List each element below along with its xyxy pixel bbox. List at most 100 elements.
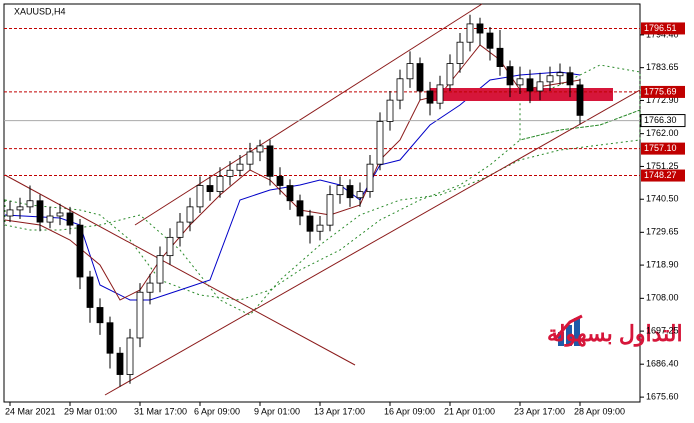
candle-body (26, 200, 34, 208)
y-tick-label: 1729.65 (646, 227, 679, 237)
candle-body (286, 185, 294, 202)
candle-body (86, 276, 94, 308)
level-label: 1796.51 (644, 23, 677, 33)
x-tick-label: 16 Apr 09:00 (384, 406, 435, 416)
candle-body (406, 63, 414, 80)
candle-body (556, 72, 564, 77)
logo-text: التداول بسهولة (547, 321, 683, 347)
level-label: 1748.27 (644, 170, 677, 180)
y-tick-label: 1697.25 (646, 325, 679, 335)
candle-body (36, 200, 44, 223)
y-tick-label: 1783.65 (646, 62, 679, 72)
candle-body (526, 78, 534, 92)
logo (552, 314, 583, 346)
channel-line (104, 89, 641, 396)
candle-body (16, 206, 24, 211)
candle-body (196, 185, 204, 208)
y-tick-label: 1751.25 (646, 161, 679, 171)
y-tick-label: 1708.00 (646, 293, 679, 303)
candle-body (306, 215, 314, 232)
level-label: 1757.10 (644, 143, 677, 153)
candle-body (446, 63, 454, 86)
candle-body (336, 185, 344, 196)
candle-body (176, 221, 184, 238)
candle-body (56, 212, 64, 217)
candle-body (216, 175, 224, 193)
candle-body (66, 212, 74, 226)
candle-body (76, 224, 84, 278)
y-tick-label: 1762.00 (646, 128, 679, 138)
candle-body (46, 215, 54, 223)
x-tick-label: 13 Apr 17:00 (314, 406, 365, 416)
candle-body (266, 145, 274, 177)
candle-body (576, 84, 584, 116)
candle-body (156, 255, 164, 284)
y-tick-label: 1686.40 (646, 359, 679, 369)
y-tick-label: 1718.90 (646, 259, 679, 269)
logo-arrow (552, 314, 583, 341)
ichimoku-cloud (4, 109, 641, 316)
candle-body (146, 282, 154, 293)
tenkan-line (4, 44, 581, 301)
y-tick-label: 1740.50 (646, 194, 679, 204)
candle-body (296, 200, 304, 217)
candle-body (186, 206, 194, 223)
logo-bar (558, 332, 564, 346)
x-tick-label: 28 Apr 09:00 (574, 406, 625, 416)
candle-body (546, 75, 554, 83)
logo-bar (574, 318, 580, 346)
candle-body (536, 81, 544, 92)
candle-body (226, 169, 234, 177)
logo-bar (566, 325, 572, 346)
x-tick-label: 9 Apr 01:00 (254, 406, 300, 416)
candle-body (6, 209, 14, 217)
trend-line (4, 174, 356, 366)
candle-body (476, 23, 484, 34)
level-label: 1775.69 (644, 86, 677, 96)
candle-body (416, 63, 424, 92)
last-price-box (640, 114, 686, 128)
candle-body (356, 191, 364, 199)
candle-body (516, 78, 524, 86)
level-label-box (641, 169, 685, 182)
candle-body (256, 145, 264, 153)
candle-body (426, 90, 434, 104)
y-tick-label: 1675.60 (646, 391, 679, 401)
ichimoku-cloud (519, 64, 641, 141)
x-tick-label: 23 Apr 17:00 (514, 406, 565, 416)
candle-body (346, 185, 354, 199)
candle-body (376, 121, 384, 165)
candle-body (246, 151, 254, 165)
candle-body (466, 23, 474, 43)
candle-body (116, 352, 124, 375)
x-tick-label: 6 Apr 09:00 (194, 406, 240, 416)
symbol-label: XAUUSD,H4 (14, 6, 66, 16)
x-tick-label: 24 Mar 2021 (5, 406, 56, 416)
candle-body (316, 224, 324, 232)
channel-line (134, 3, 483, 226)
candle-body (276, 175, 284, 186)
candle-body (506, 66, 514, 86)
candle-body (326, 194, 334, 226)
resistance-zone (430, 88, 613, 101)
candle-body (456, 41, 464, 64)
level-label-box (641, 22, 685, 35)
candle-body (386, 99, 394, 122)
last-price-label: 1766.30 (644, 115, 677, 125)
candle-body (126, 337, 134, 375)
candle-body (496, 47, 504, 67)
level-label-box (641, 85, 685, 98)
candle-body (166, 236, 174, 257)
candle-body (366, 163, 374, 193)
candle-body (436, 84, 444, 104)
x-tick-label: 31 Mar 17:00 (134, 406, 187, 416)
x-tick-label: 21 Apr 01:00 (444, 406, 495, 416)
candle-body (236, 163, 244, 171)
candle-body (206, 185, 214, 193)
candle-body (396, 78, 404, 101)
candle-body (96, 307, 104, 324)
plot-frame (3, 3, 641, 403)
candle-body (486, 32, 494, 49)
candle-body (106, 322, 114, 354)
